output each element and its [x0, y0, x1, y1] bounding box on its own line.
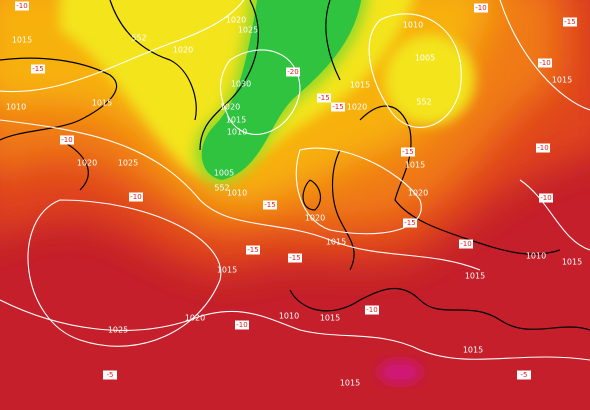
isobar-label: 1015	[340, 379, 360, 388]
temperature-label: -15	[247, 246, 258, 254]
isobar-label: 1020	[220, 103, 240, 112]
temperature-label: -20	[287, 68, 298, 76]
isobar-label: 1020	[408, 189, 428, 198]
temperature-label: -15	[404, 219, 415, 227]
isobar-label: 552	[214, 184, 229, 193]
green-cold-core	[201, 0, 362, 180]
isobar-label: 1015	[405, 161, 425, 170]
temperature-label: -15	[318, 94, 329, 102]
isobar-label: 1015	[226, 116, 246, 125]
temperature-label-box	[286, 67, 300, 77]
isobar-label: 1010	[403, 21, 423, 30]
temperature-label-box	[235, 320, 249, 330]
temperature-label: -10	[61, 136, 72, 144]
temperature-label: -10	[539, 59, 550, 67]
europe-coast	[289, 105, 590, 331]
temperature-label-box	[246, 245, 260, 255]
isobar-label: 1015	[320, 314, 340, 323]
isobar-label: 1015	[12, 36, 32, 45]
isobar	[368, 13, 462, 128]
isobar	[0, 299, 590, 361]
temperature-label: -10	[537, 144, 548, 152]
hot-spot	[378, 360, 422, 384]
temperature-label-box	[103, 370, 117, 380]
coastlines	[0, 0, 590, 331]
isobar-label: 1015	[562, 258, 582, 267]
isobar	[219, 49, 301, 135]
temperature-label: -10	[475, 4, 486, 12]
isobar-label: 1015	[350, 81, 370, 90]
greenland-coast	[199, 0, 341, 151]
isobar-label: 1005	[214, 169, 234, 178]
temperature-label-box	[539, 193, 553, 203]
isobar-label: 1015	[217, 266, 237, 275]
isobar-label: 1025	[108, 326, 128, 335]
temperature-label: -10	[236, 321, 247, 329]
isobar-label: 1015	[92, 99, 112, 108]
isobar-label: 552	[131, 34, 146, 43]
labels: 1015101010201020102510301020101510101005…	[6, 1, 582, 388]
isobar-label: 1030	[231, 80, 251, 89]
temperature-label: -15	[332, 103, 343, 111]
temperature-label-box	[536, 143, 550, 153]
temperature-label: -15	[564, 18, 575, 26]
temperature-label: -10	[460, 240, 471, 248]
isobar-label: 1010	[227, 128, 247, 137]
isobar-label: 1015	[326, 238, 346, 247]
temperature-label-box	[459, 239, 473, 249]
isobar	[0, 0, 245, 93]
isobar-label: 1020	[185, 314, 205, 323]
isobar-label: 1010	[227, 189, 247, 198]
isobar-label: 1020	[347, 103, 367, 112]
isobar-label: 1020	[226, 16, 246, 25]
temperature-label-box	[15, 1, 29, 11]
temperature-label: -10	[366, 306, 377, 314]
temperature-label-box	[563, 17, 577, 27]
isobar-label: 1025	[238, 26, 258, 35]
temperature-label-box	[538, 58, 552, 68]
isobar	[0, 119, 481, 271]
isobar	[27, 199, 222, 347]
yellow-cold-pool	[385, 35, 475, 125]
isobar-label: 1015	[463, 346, 483, 355]
temperature-label-box	[331, 102, 345, 112]
isobar-label: 1010	[6, 103, 26, 112]
isobar-label: 1020	[305, 214, 325, 223]
temperature-label: -10	[16, 2, 27, 10]
temperature-label-box	[263, 200, 277, 210]
isobar-label: 1015	[465, 272, 485, 281]
temperature-label: -15	[264, 201, 275, 209]
temperature-label: -15	[289, 254, 300, 262]
isobar-label: 1025	[118, 159, 138, 168]
temperature-label: -5	[521, 371, 528, 379]
isobar-label: 1010	[526, 252, 546, 261]
temperature-label-box	[474, 3, 488, 13]
isobar-label: 1015	[552, 76, 572, 85]
isobar-label: 1010	[279, 312, 299, 321]
temperature-label: -10	[130, 193, 141, 201]
isobars	[0, 0, 590, 361]
isobar-label: 552	[416, 98, 431, 107]
temperature-label: -5	[107, 371, 114, 379]
isobar-label: 1020	[77, 159, 97, 168]
temperature-label-box	[288, 253, 302, 263]
temperature-label-box	[517, 370, 531, 380]
temperature-label-box	[129, 192, 143, 202]
temperature-label: -15	[402, 148, 413, 156]
temperature-label-box	[403, 218, 417, 228]
temperature-label-box	[365, 305, 379, 315]
temperature-label-box	[60, 135, 74, 145]
isobar-label: 1005	[415, 54, 435, 63]
isobar	[499, 0, 590, 251]
temperature-label-box	[317, 93, 331, 103]
temperature-label: -10	[540, 194, 551, 202]
temperature-label-box	[31, 64, 45, 74]
isobar-label: 1020	[173, 46, 193, 55]
temperature-label-box	[401, 147, 415, 157]
temperature-label: -15	[32, 65, 43, 73]
